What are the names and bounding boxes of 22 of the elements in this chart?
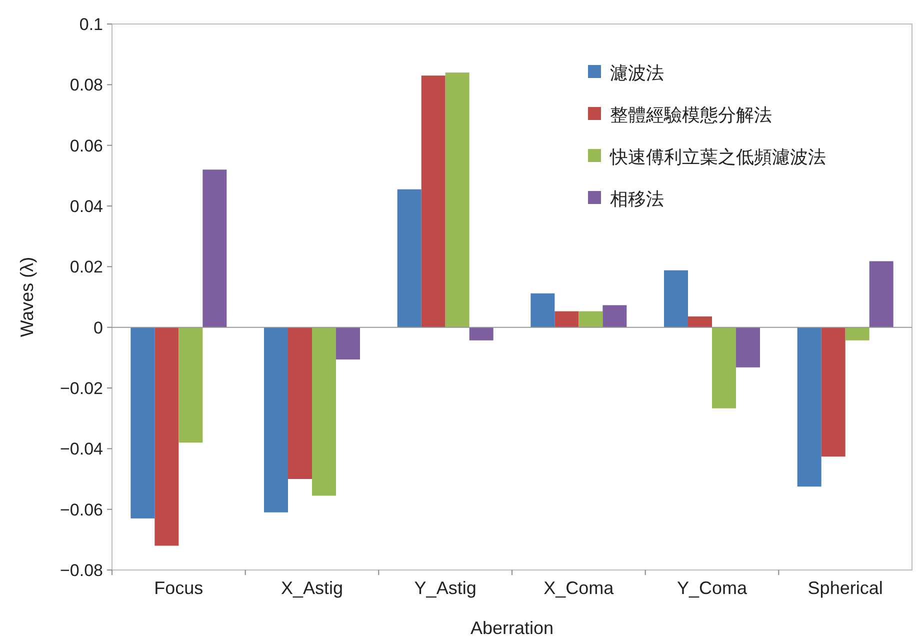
ytick-label: 0.1 (79, 15, 103, 34)
xtick-label: X_Astig (280, 578, 344, 598)
ytick-label: −0.02 (60, 379, 103, 398)
xtick-label: Spherical (808, 578, 883, 598)
legend-label: 濾波法 (610, 63, 664, 83)
ytick-label: 0.08 (70, 76, 103, 95)
ylabel: Waves (λ) (17, 256, 37, 338)
ytick-label: 0.04 (70, 197, 103, 216)
ytick-label: −0.04 (60, 440, 103, 459)
ytick-label: −0.06 (60, 500, 103, 520)
xtick-label: Y_Astig (414, 578, 476, 598)
ytick-label: 0.06 (70, 136, 103, 156)
legend-label: 相移法 (610, 189, 664, 209)
legend-label: 整體經驗模態分解法 (610, 105, 772, 125)
xtick-label: X_Coma (544, 578, 614, 598)
ytick-label: 0.02 (70, 258, 103, 277)
xlabel: Aberration (470, 618, 554, 637)
legend-label: 快速傅利立葉之低頻濾波法 (610, 147, 826, 167)
xtick-label: Focus (154, 578, 204, 598)
xtick-label: Y_Coma (676, 578, 748, 598)
ytick-label: −0.08 (60, 561, 103, 580)
ytick-label: 0 (94, 318, 103, 338)
